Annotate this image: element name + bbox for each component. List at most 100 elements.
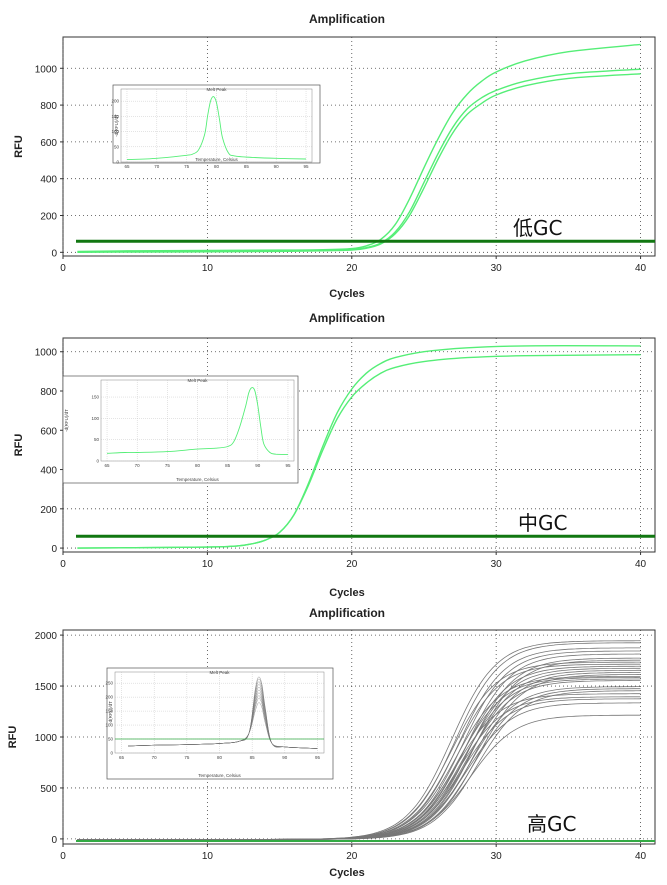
inset-frame — [62, 375, 299, 484]
inset-y-tick-label: 50 — [94, 437, 100, 442]
x-tick-label: 10 — [202, 851, 214, 862]
inset-x-tick-label: 70 — [154, 164, 160, 169]
y-axis-label: RFU — [13, 135, 25, 158]
y-tick-label: 400 — [40, 175, 57, 186]
inset-x-tick-label: 90 — [282, 755, 288, 760]
inset-x-tick-label: 95 — [315, 755, 321, 760]
y-tick-label: 1000 — [35, 733, 58, 744]
y-tick-label: 800 — [40, 101, 57, 112]
inset-x-axis-label: Temperature, Celsius — [198, 773, 241, 778]
y-tick-label: 0 — [51, 248, 57, 259]
melt-curve — [106, 387, 289, 456]
y-tick-label: 200 — [40, 212, 57, 223]
inset-y-axis-label: -d(RFU)/dT — [114, 114, 119, 137]
melt-curve — [128, 676, 318, 749]
inset-y-tick-label: 150 — [111, 114, 119, 119]
melt-peak-inset: 65 70 75 80 85 90 95 0 50 100 150 200 250 Melt Peak Te… — [105, 667, 334, 780]
inset-x-tick-label: 90 — [274, 164, 280, 169]
gc-annotation: 低GC — [513, 216, 562, 240]
inset-y-tick-label: 150 — [91, 395, 99, 400]
inset-x-tick-label: 80 — [214, 164, 220, 169]
chart-title: Amplification — [309, 12, 385, 26]
inset-x-tick-label: 85 — [250, 755, 256, 760]
inset-x-tick-label: 65 — [105, 463, 111, 468]
inset-y-tick-label: 50 — [108, 737, 114, 742]
inset-x-tick-label: 90 — [255, 463, 261, 468]
y-tick-label: 400 — [40, 466, 57, 477]
inset-x-tick-label: 80 — [195, 463, 201, 468]
y-tick-label: 600 — [40, 138, 57, 149]
x-tick-label: 30 — [491, 263, 503, 274]
x-tick-label: 30 — [491, 851, 503, 862]
melt-peak-inset: 65 70 75 80 85 90 95 0 50 100 150 Melt Peak Temperat… — [62, 375, 299, 484]
chart-title: Amplification — [309, 606, 385, 620]
x-tick-label: 20 — [346, 851, 358, 862]
inset-y-tick-label: 200 — [111, 99, 119, 104]
inset-x-tick-label: 85 — [244, 164, 250, 169]
inset-x-tick-label: 95 — [304, 164, 310, 169]
inset-title: Melt Peak — [187, 378, 208, 383]
inset-x-tick-label: 85 — [225, 463, 231, 468]
inset-y-tick-label: 100 — [105, 723, 113, 728]
amplification-curves — [77, 43, 641, 253]
melt-curve — [126, 96, 307, 161]
melt-peak-inset: 65 70 75 80 85 90 95 0 50 100 150 200 Melt Peak Tempe… — [111, 84, 321, 169]
inset-y-tick-label: 100 — [111, 129, 119, 134]
x-axis-label: Cycles — [329, 867, 364, 879]
inset-y-tick-label: 50 — [114, 144, 120, 149]
inset-title: Melt Peak — [206, 87, 227, 92]
inset-y-tick-label: 0 — [110, 751, 113, 756]
inset-y-tick-label: 150 — [105, 709, 113, 714]
inset-y-tick-label: 0 — [116, 160, 119, 165]
x-tick-label: 0 — [60, 263, 66, 274]
inset-y-axis-label: -d(RFU)/dT — [108, 701, 113, 724]
y-axis-label: RFU — [7, 726, 19, 749]
inset-y-tick-label: 100 — [91, 416, 99, 421]
inset-x-axis-label: Temperature, Celsius — [195, 157, 238, 162]
y-tick-label: 1500 — [35, 682, 58, 693]
inset-x-tick-label: 70 — [152, 755, 158, 760]
x-tick-label: 40 — [635, 559, 647, 570]
amplification-curve — [77, 714, 641, 840]
x-axis-label: Cycles — [329, 288, 364, 300]
gc-annotation: 中GC — [518, 511, 567, 535]
x-tick-label: 10 — [202, 263, 214, 274]
y-tick-label: 0 — [51, 835, 57, 846]
amplification-curves — [77, 640, 641, 840]
y-tick-label: 1000 — [35, 64, 58, 75]
amplification-curve — [77, 73, 641, 253]
x-tick-label: 10 — [202, 559, 214, 570]
inset-x-axis-label: Temperature, Celsius — [176, 477, 219, 482]
amplification-curve — [77, 354, 641, 549]
inset-frame — [106, 667, 334, 780]
inset-x-tick-label: 70 — [135, 463, 141, 468]
inset-y-tick-label: 250 — [105, 681, 113, 686]
inset-x-tick-label: 65 — [124, 164, 130, 169]
y-tick-label: 0 — [51, 544, 57, 555]
y-tick-label: 2000 — [35, 631, 58, 642]
y-tick-label: 200 — [40, 505, 57, 516]
inset-title: Melt Peak — [209, 670, 230, 675]
y-tick-label: 600 — [40, 426, 57, 437]
x-axis-label: Cycles — [329, 587, 364, 599]
inset-x-tick-label: 65 — [119, 755, 125, 760]
inset-y-tick-label: 200 — [105, 695, 113, 700]
x-tick-label: 30 — [491, 559, 503, 570]
inset-x-tick-label: 75 — [184, 164, 190, 169]
x-tick-label: 20 — [346, 263, 358, 274]
y-axis-label: RFU — [13, 434, 25, 457]
x-tick-label: 20 — [346, 559, 358, 570]
gc-annotation: 高GC — [527, 812, 576, 836]
inset-x-tick-label: 75 — [165, 463, 171, 468]
x-tick-label: 0 — [60, 559, 66, 570]
inset-y-tick-label: 0 — [96, 459, 99, 464]
x-tick-label: 0 — [60, 851, 66, 862]
x-tick-label: 40 — [635, 851, 647, 862]
inset-x-tick-label: 75 — [184, 755, 190, 760]
inset-x-tick-label: 80 — [217, 755, 223, 760]
y-tick-label: 500 — [40, 784, 57, 795]
